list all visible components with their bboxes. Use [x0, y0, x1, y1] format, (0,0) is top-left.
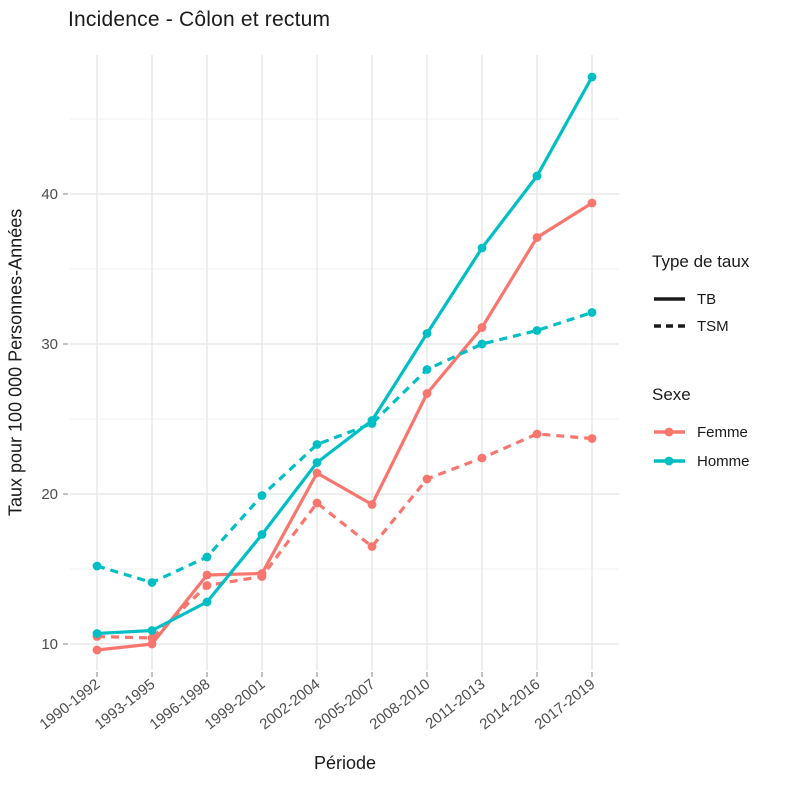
x-tick-label: 1993-1995 — [91, 676, 158, 734]
series-line-homme-tb — [96, 76, 594, 636]
series-line-femme-tb — [96, 201, 593, 652]
data-point-homme-tsm — [312, 440, 322, 449]
legend-title-sexe: Sexe — [652, 385, 691, 404]
series-line-femme-tsm — [96, 432, 593, 640]
legend-label-femme: Femme — [697, 423, 748, 441]
data-point-femme-tb — [532, 233, 542, 242]
data-point-homme-tb — [312, 458, 322, 467]
legend-label-tsm: TSM — [697, 317, 729, 335]
data-point-homme-tb — [92, 629, 102, 638]
x-tick-label: 1999-2001 — [201, 676, 268, 734]
data-point-homme-tsm — [587, 308, 597, 317]
data-point-homme-tsm — [92, 561, 102, 571]
y-axis-title: Taux pour 100 000 Personnes-Années — [5, 208, 26, 517]
data-point-femme-tb — [202, 570, 212, 580]
data-point-femme-tb — [367, 500, 377, 509]
data-point-homme-tb — [587, 72, 597, 82]
x-tick-label: 2008-2010 — [366, 676, 433, 734]
legend-label-tb: TB — [697, 290, 717, 308]
y-tick-label: 40 — [41, 186, 58, 203]
data-point-femme-tb — [92, 645, 102, 655]
data-point-femme-tsm — [147, 633, 157, 643]
legend-item-tsm: TSM — [652, 315, 729, 337]
data-point-homme-tb — [532, 171, 542, 181]
key-point — [664, 427, 674, 437]
x-tick-label: 2017-2019 — [531, 676, 598, 734]
data-point-homme-tsm — [367, 419, 377, 428]
y-tick-label: 20 — [41, 486, 58, 503]
data-point-homme-tb — [147, 626, 157, 635]
legend-title-type-de-taux: Type de taux — [652, 252, 750, 271]
femme-line-key-icon — [654, 427, 685, 437]
page-title: Incidence - Côlon et rectum — [68, 8, 331, 31]
data-point-femme-tsm — [587, 434, 597, 443]
data-point-femme-tb — [422, 389, 432, 398]
data-point-homme-tsm — [532, 326, 542, 335]
data-point-homme-tb — [477, 243, 487, 253]
data-point-homme-tsm — [202, 552, 212, 562]
dashed-line-key-icon — [654, 324, 685, 328]
data-point-femme-tsm — [422, 474, 432, 484]
solid-line-key-icon — [654, 297, 685, 301]
data-point-femme-tb — [587, 198, 597, 208]
legend: Type de taux TB TSM Sexe Femme Homme — [650, 0, 800, 800]
data-point-femme-tsm — [477, 453, 487, 463]
data-point-femme-tsm — [532, 429, 542, 439]
data-point-homme-tsm — [477, 339, 487, 349]
data-point-femme-tsm — [202, 581, 212, 590]
data-point-homme-tsm — [422, 365, 432, 374]
series-line-homme-tsm — [96, 310, 593, 585]
x-tick-label: 1990-1992 — [36, 676, 103, 734]
data-point-homme-tsm — [257, 491, 267, 500]
data-point-homme-tb — [202, 597, 212, 607]
x-tick-label: 2005-2007 — [311, 676, 378, 734]
y-tick-label: 10 — [41, 636, 58, 653]
data-point-femme-tsm — [257, 572, 267, 581]
legend-label-homme: Homme — [697, 452, 750, 470]
key-point — [664, 456, 674, 466]
x-tick-label: 1996-1998 — [146, 676, 213, 734]
legend-item-homme: Homme — [652, 450, 750, 472]
x-tick-label: 2014-2016 — [476, 676, 543, 734]
legend-item-femme: Femme — [652, 421, 748, 443]
data-point-femme-tsm — [312, 498, 322, 508]
data-point-femme-tb — [477, 323, 487, 332]
data-point-femme-tb — [312, 468, 322, 478]
homme-line-key-icon — [654, 456, 685, 466]
data-point-homme-tsm — [147, 578, 157, 587]
data-point-homme-tb — [422, 329, 432, 338]
data-point-femme-tsm — [367, 542, 377, 551]
x-axis-title: Période — [313, 753, 377, 773]
legend-item-tb: TB — [652, 288, 716, 310]
data-point-homme-tb — [257, 530, 267, 539]
x-tick-label: 2002-2004 — [256, 676, 323, 734]
y-tick-label: 30 — [41, 336, 58, 353]
